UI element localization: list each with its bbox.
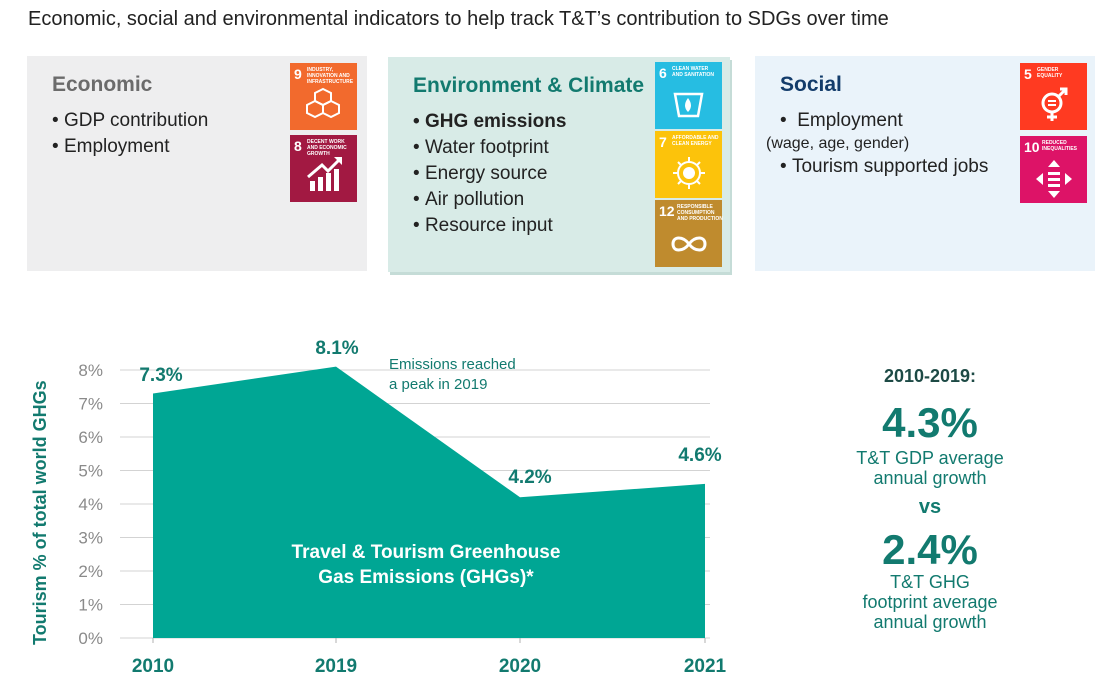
sun-icon bbox=[673, 157, 705, 189]
economic-card: Economic GDP contribution Employment 9 I… bbox=[27, 56, 367, 271]
sdg-label: INDUSTRY, INNOVATION AND INFRASTRUCTURE bbox=[307, 67, 354, 85]
sdg-6-tile: 6 CLEAN WATER AND SANITATION bbox=[655, 62, 722, 129]
cubes-icon bbox=[306, 87, 340, 119]
y-tick-label: 2% bbox=[78, 562, 103, 581]
social-card-title: Social bbox=[780, 73, 842, 96]
gender-equality-icon bbox=[1041, 87, 1068, 121]
sdg-number: 8 bbox=[294, 138, 302, 154]
list-item-subtext: (wage, age, gender) bbox=[766, 135, 910, 152]
list-item: Energy source bbox=[413, 161, 566, 187]
ghg-footprint-label-line: footprint average bbox=[862, 592, 998, 612]
economic-card-title: Economic bbox=[52, 73, 153, 96]
sdg-label: RESPONSIBLE CONSUMPTION AND PRODUCTION bbox=[677, 204, 723, 222]
growth-chart-icon bbox=[307, 157, 342, 191]
data-label: 8.1% bbox=[315, 338, 358, 359]
y-tick-label: 7% bbox=[78, 395, 103, 414]
environment-card-title: Environment & Climate bbox=[413, 74, 645, 97]
list-item: Water footprint bbox=[413, 135, 566, 161]
area-series-label: Gas Emissions (GHGs)* bbox=[318, 567, 534, 588]
data-label: 4.2% bbox=[508, 467, 551, 488]
sdg-number: 6 bbox=[659, 65, 667, 81]
sdg-label: GENDER EQUALITY bbox=[1037, 67, 1063, 79]
data-label: 7.3% bbox=[139, 365, 182, 386]
list-item: Employment (wage, age, gender) bbox=[766, 108, 988, 154]
sdg-number: 12 bbox=[659, 203, 675, 219]
y-tick-label: 0% bbox=[78, 629, 103, 648]
sdg-9-tile: 9 INDUSTRY, INNOVATION AND INFRASTRUCTUR… bbox=[290, 63, 357, 130]
sdg-label: CLEAN WATER AND SANITATION bbox=[672, 66, 715, 78]
list-item: GDP contribution bbox=[52, 108, 208, 134]
page-heading: Economic, social and environmental indic… bbox=[28, 8, 889, 30]
list-item: GHG emissions bbox=[413, 109, 567, 135]
y-tick-label: 4% bbox=[78, 495, 103, 514]
y-tick-label: 3% bbox=[78, 529, 103, 548]
gdp-growth-label-line: T&T GDP average bbox=[856, 448, 1004, 468]
x-tick-label: 2021 bbox=[684, 656, 727, 677]
ghg-footprint-label: T&T GHG footprint average annual growth bbox=[830, 572, 1030, 632]
sdg-7-tile: 7 AFFORDABLE AND CLEAN ENERGY bbox=[655, 131, 722, 198]
environment-indicator-list: GHG emissions Water footprint Energy sou… bbox=[413, 109, 567, 239]
x-tick-label: 2020 bbox=[499, 656, 541, 677]
ghg-area-series bbox=[153, 366, 705, 638]
gdp-growth-label: T&T GDP average annual growth bbox=[830, 448, 1030, 488]
sdg-10-tile: 10 REDUCED INEQUALITIES bbox=[1020, 136, 1087, 203]
sdg-label: REDUCED INEQUALITIES bbox=[1042, 140, 1078, 152]
sdg-label: AFFORDABLE AND CLEAN ENERGY bbox=[672, 135, 719, 147]
y-tick-label: 5% bbox=[78, 462, 103, 481]
gdp-growth-value: 4.3% bbox=[882, 399, 978, 446]
list-item: Resource input bbox=[413, 213, 566, 239]
list-item-label: Employment bbox=[797, 110, 903, 131]
sdg-number: 10 bbox=[1024, 139, 1040, 155]
y-tick-label: 6% bbox=[78, 428, 103, 447]
ghg-footprint-value: 2.4% bbox=[882, 526, 978, 573]
area-series-label: Travel & Tourism Greenhouse bbox=[292, 542, 561, 563]
x-tick-label: 2010 bbox=[132, 656, 174, 677]
reduced-inequalities-icon bbox=[1036, 160, 1072, 198]
sdg-label: DECENT WORK AND ECONOMIC GROWTH bbox=[307, 139, 347, 157]
infinity-icon bbox=[671, 236, 707, 252]
ghg-footprint-label-line: T&T GHG bbox=[890, 572, 970, 592]
social-indicator-list: Employment (wage, age, gender) Tourism s… bbox=[766, 108, 988, 180]
x-tick-label: 2019 bbox=[315, 656, 357, 677]
list-item: Tourism supported jobs bbox=[780, 154, 988, 180]
peak-annotation: Emissions reached bbox=[389, 356, 516, 373]
ghg-footprint-label-line: annual growth bbox=[873, 612, 987, 632]
peak-annotation: a peak in 2019 bbox=[389, 376, 487, 393]
ghg-area-chart: 0% 1% 2% 3% 4% 5% 6% 7% 8% 2010 2019 2020 2021 7.3% 8.… bbox=[78, 338, 727, 677]
sdg-8-tile: 8 DECENT WORK AND ECONOMIC GROWTH bbox=[290, 135, 357, 202]
social-card: Social Employment (wage, age, gender) To… bbox=[755, 56, 1095, 271]
versus-label: vs bbox=[918, 496, 942, 518]
y-tick-label: 1% bbox=[78, 596, 103, 615]
data-label: 4.6% bbox=[678, 445, 721, 466]
water-drop-icon bbox=[673, 92, 704, 118]
y-tick-label: 8% bbox=[78, 361, 103, 380]
gdp-growth-label-line: annual growth bbox=[873, 468, 987, 488]
environment-card: Environment & Climate GHG emissions Wate… bbox=[388, 57, 730, 272]
sdg-5-tile: 5 GENDER EQUALITY bbox=[1020, 63, 1087, 130]
summary-period: 2010-2019: bbox=[883, 366, 977, 386]
sdg-number: 7 bbox=[659, 134, 667, 150]
economic-indicator-list: GDP contribution Employment bbox=[52, 108, 208, 160]
sdg-number: 9 bbox=[294, 66, 302, 82]
list-item: Air pollution bbox=[413, 187, 566, 213]
sdg-12-tile: 12 RESPONSIBLE CONSUMPTION AND PRODUCTIO… bbox=[655, 200, 723, 267]
sdg-number: 5 bbox=[1024, 66, 1032, 82]
list-item: Employment bbox=[52, 134, 208, 160]
